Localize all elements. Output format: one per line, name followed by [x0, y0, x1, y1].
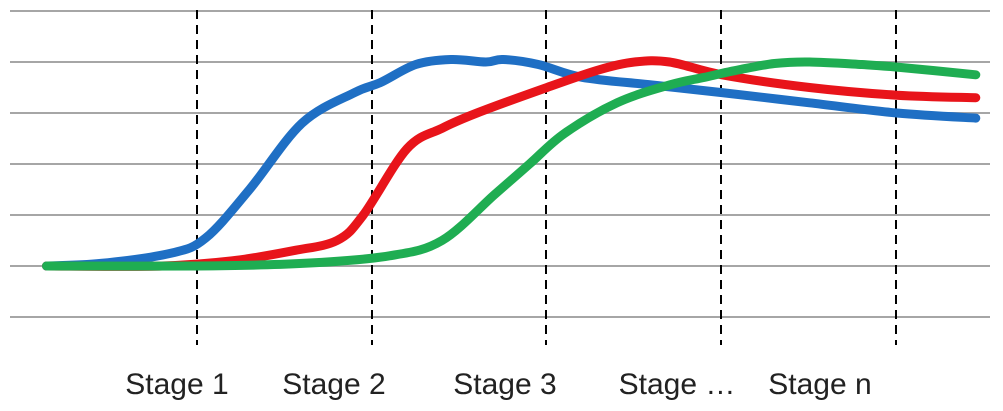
stage-label-3: Stage 3	[453, 368, 557, 401]
stage-label-2: Stage 2	[282, 368, 386, 401]
series-line-2	[42, 56, 981, 271]
series-line-3	[42, 57, 981, 271]
stage-label-4: Stage …	[618, 368, 736, 401]
series-line-1	[42, 54, 981, 271]
stage-label-1: Stage 1	[125, 368, 229, 401]
stage-label-5: Stage n	[768, 368, 872, 401]
